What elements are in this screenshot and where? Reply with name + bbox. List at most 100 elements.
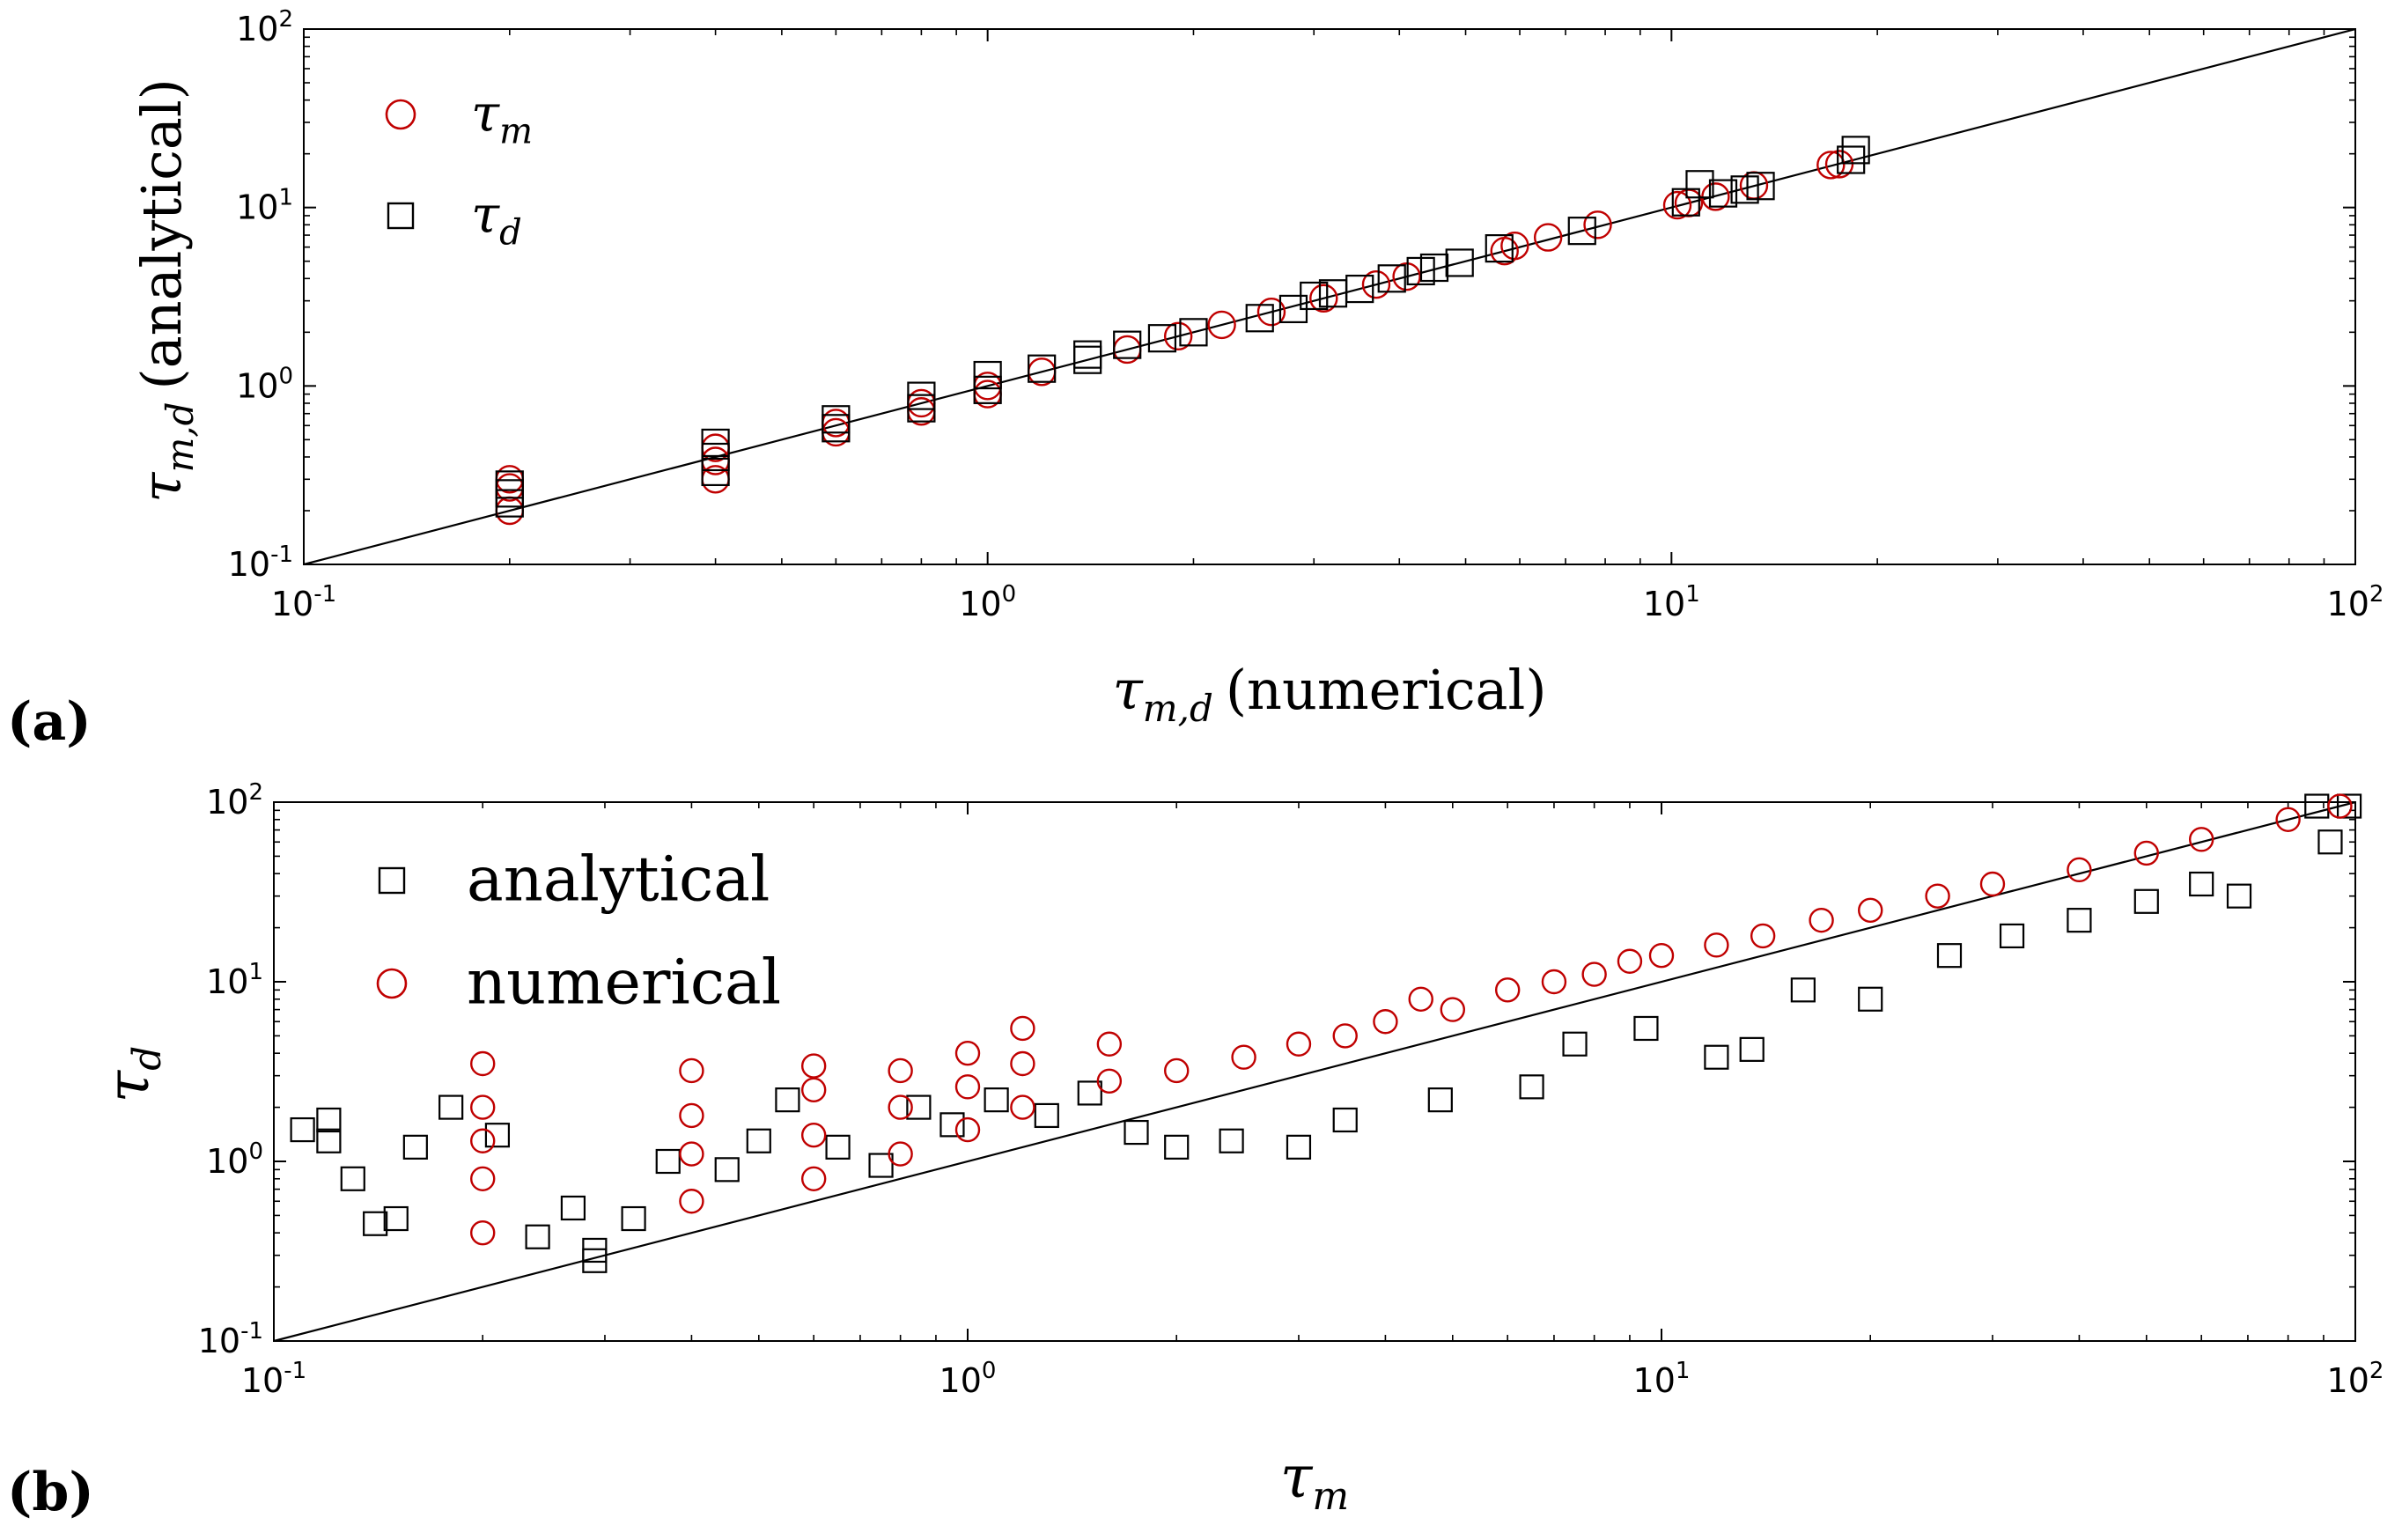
data-point-square xyxy=(1179,318,1208,347)
reference-line xyxy=(273,800,2356,1343)
legend-marker-square xyxy=(378,866,406,895)
data-point-circle xyxy=(2133,840,2159,866)
data-point-circle xyxy=(470,1094,496,1120)
data-point-square xyxy=(316,1107,342,1133)
data-point-square xyxy=(484,1123,511,1148)
y-tick-label: 100 xyxy=(236,363,293,405)
data-point-circle xyxy=(470,1166,496,1191)
data-point-square xyxy=(621,1205,646,1232)
legend-label: τm xyxy=(471,84,533,152)
data-point-square xyxy=(1746,172,1775,201)
data-point-square xyxy=(438,1094,464,1120)
data-point-square xyxy=(1113,330,1142,359)
data-point-circle xyxy=(470,1128,496,1153)
data-point-square xyxy=(363,1211,388,1236)
panel-b-label: (b) xyxy=(7,1462,94,1523)
data-point-square xyxy=(1034,1102,1059,1129)
data-point-circle xyxy=(1662,190,1692,220)
data-point-circle xyxy=(1541,969,1567,995)
data-point-circle xyxy=(1494,977,1521,1003)
data-point-square xyxy=(1377,264,1406,293)
data-point-circle xyxy=(1231,1044,1256,1070)
data-point-circle xyxy=(954,1040,981,1066)
data-point-square xyxy=(1147,324,1177,353)
data-point-circle xyxy=(954,1116,981,1143)
y-tick-label: 101 xyxy=(206,959,263,1001)
data-point-square xyxy=(1936,943,1963,969)
data-point-square xyxy=(2226,883,2252,909)
data-point-square xyxy=(1077,1080,1102,1106)
data-point-circle xyxy=(800,1166,827,1191)
data-point-square xyxy=(340,1166,365,1191)
data-point-circle xyxy=(2275,807,2301,832)
data-point-circle xyxy=(1256,298,1286,327)
data-point-square xyxy=(1730,175,1759,204)
data-point-square xyxy=(2317,829,2343,855)
data-point-square xyxy=(939,1112,965,1138)
panel-a-axes-box xyxy=(303,28,2356,565)
x-tick-label: 102 xyxy=(2327,1358,2384,1400)
data-point-circle xyxy=(1533,223,1563,252)
data-point-square xyxy=(2133,888,2159,914)
data-point-circle xyxy=(800,1053,827,1079)
y-tick-label: 102 xyxy=(206,779,263,822)
data-point-circle xyxy=(1408,986,1433,1012)
data-point-square xyxy=(701,428,730,458)
data-point-square xyxy=(906,1094,932,1120)
data-point-circle xyxy=(679,1057,704,1084)
data-point-circle xyxy=(1207,310,1236,340)
panel-a-label: (a) xyxy=(7,691,92,753)
x-tick-label: 100 xyxy=(959,581,1016,623)
data-point-circle xyxy=(888,1141,913,1167)
data-point-square xyxy=(655,1148,681,1175)
data-point-circle xyxy=(1010,1050,1035,1077)
legend-marker-square xyxy=(387,202,415,230)
data-point-circle xyxy=(1309,284,1338,313)
data-point-circle xyxy=(800,1122,827,1148)
data-point-circle xyxy=(1332,1023,1358,1049)
data-point-square xyxy=(775,1087,800,1113)
data-point-circle xyxy=(1010,1094,1035,1120)
x-tick-label: 102 xyxy=(2327,581,2384,623)
data-point-circle xyxy=(1096,1068,1123,1094)
data-point-circle xyxy=(1617,948,1643,974)
data-point-square xyxy=(1739,1036,1765,1062)
panel-b-legend: analytical numerical xyxy=(376,843,781,1018)
data-point-circle xyxy=(1440,997,1465,1022)
data-point-circle xyxy=(888,1094,913,1120)
data-point-circle xyxy=(1858,897,1883,924)
data-point-circle xyxy=(679,1141,704,1167)
panel-a: 10-1 100 101 102 10-1 100 101 102 τm τd τm,d (num… xyxy=(7,6,2384,753)
legend-label: analytical xyxy=(467,843,770,915)
legend-label: numerical xyxy=(467,946,781,1018)
data-point-square xyxy=(1633,1015,1659,1042)
data-point-square xyxy=(1999,923,2025,949)
y-tick-label: 102 xyxy=(236,6,293,48)
data-point-circle xyxy=(1979,871,2006,897)
x-tick-label: 10-1 xyxy=(241,1358,306,1400)
data-point-square xyxy=(1567,217,1596,246)
x-tick-label: 10-1 xyxy=(271,581,336,623)
data-point-square xyxy=(1332,1107,1358,1133)
data-point-circle xyxy=(1581,962,1607,987)
data-point-square xyxy=(1419,253,1449,283)
legend-label: τd xyxy=(471,185,522,254)
data-point-circle xyxy=(1096,1031,1123,1057)
data-point-square xyxy=(1445,248,1474,277)
data-point-square xyxy=(402,1134,428,1160)
data-point-circle xyxy=(888,1057,913,1084)
data-point-square xyxy=(868,1153,894,1178)
x-tick-label: 101 xyxy=(1643,581,1700,623)
data-point-square xyxy=(1562,1031,1588,1057)
data-point-square xyxy=(973,375,1002,404)
y-tick-label: 10-1 xyxy=(198,1318,263,1360)
data-point-circle xyxy=(1648,942,1675,969)
data-point-circle xyxy=(1583,210,1612,239)
panel-a-ticks: 10-1 100 101 102 10-1 100 101 102 xyxy=(228,6,2384,623)
data-point-square xyxy=(746,1128,771,1153)
data-point-square xyxy=(822,405,851,434)
panel-a-points xyxy=(495,136,1870,526)
data-point-circle xyxy=(1010,1015,1035,1042)
data-point-circle xyxy=(800,1077,827,1103)
